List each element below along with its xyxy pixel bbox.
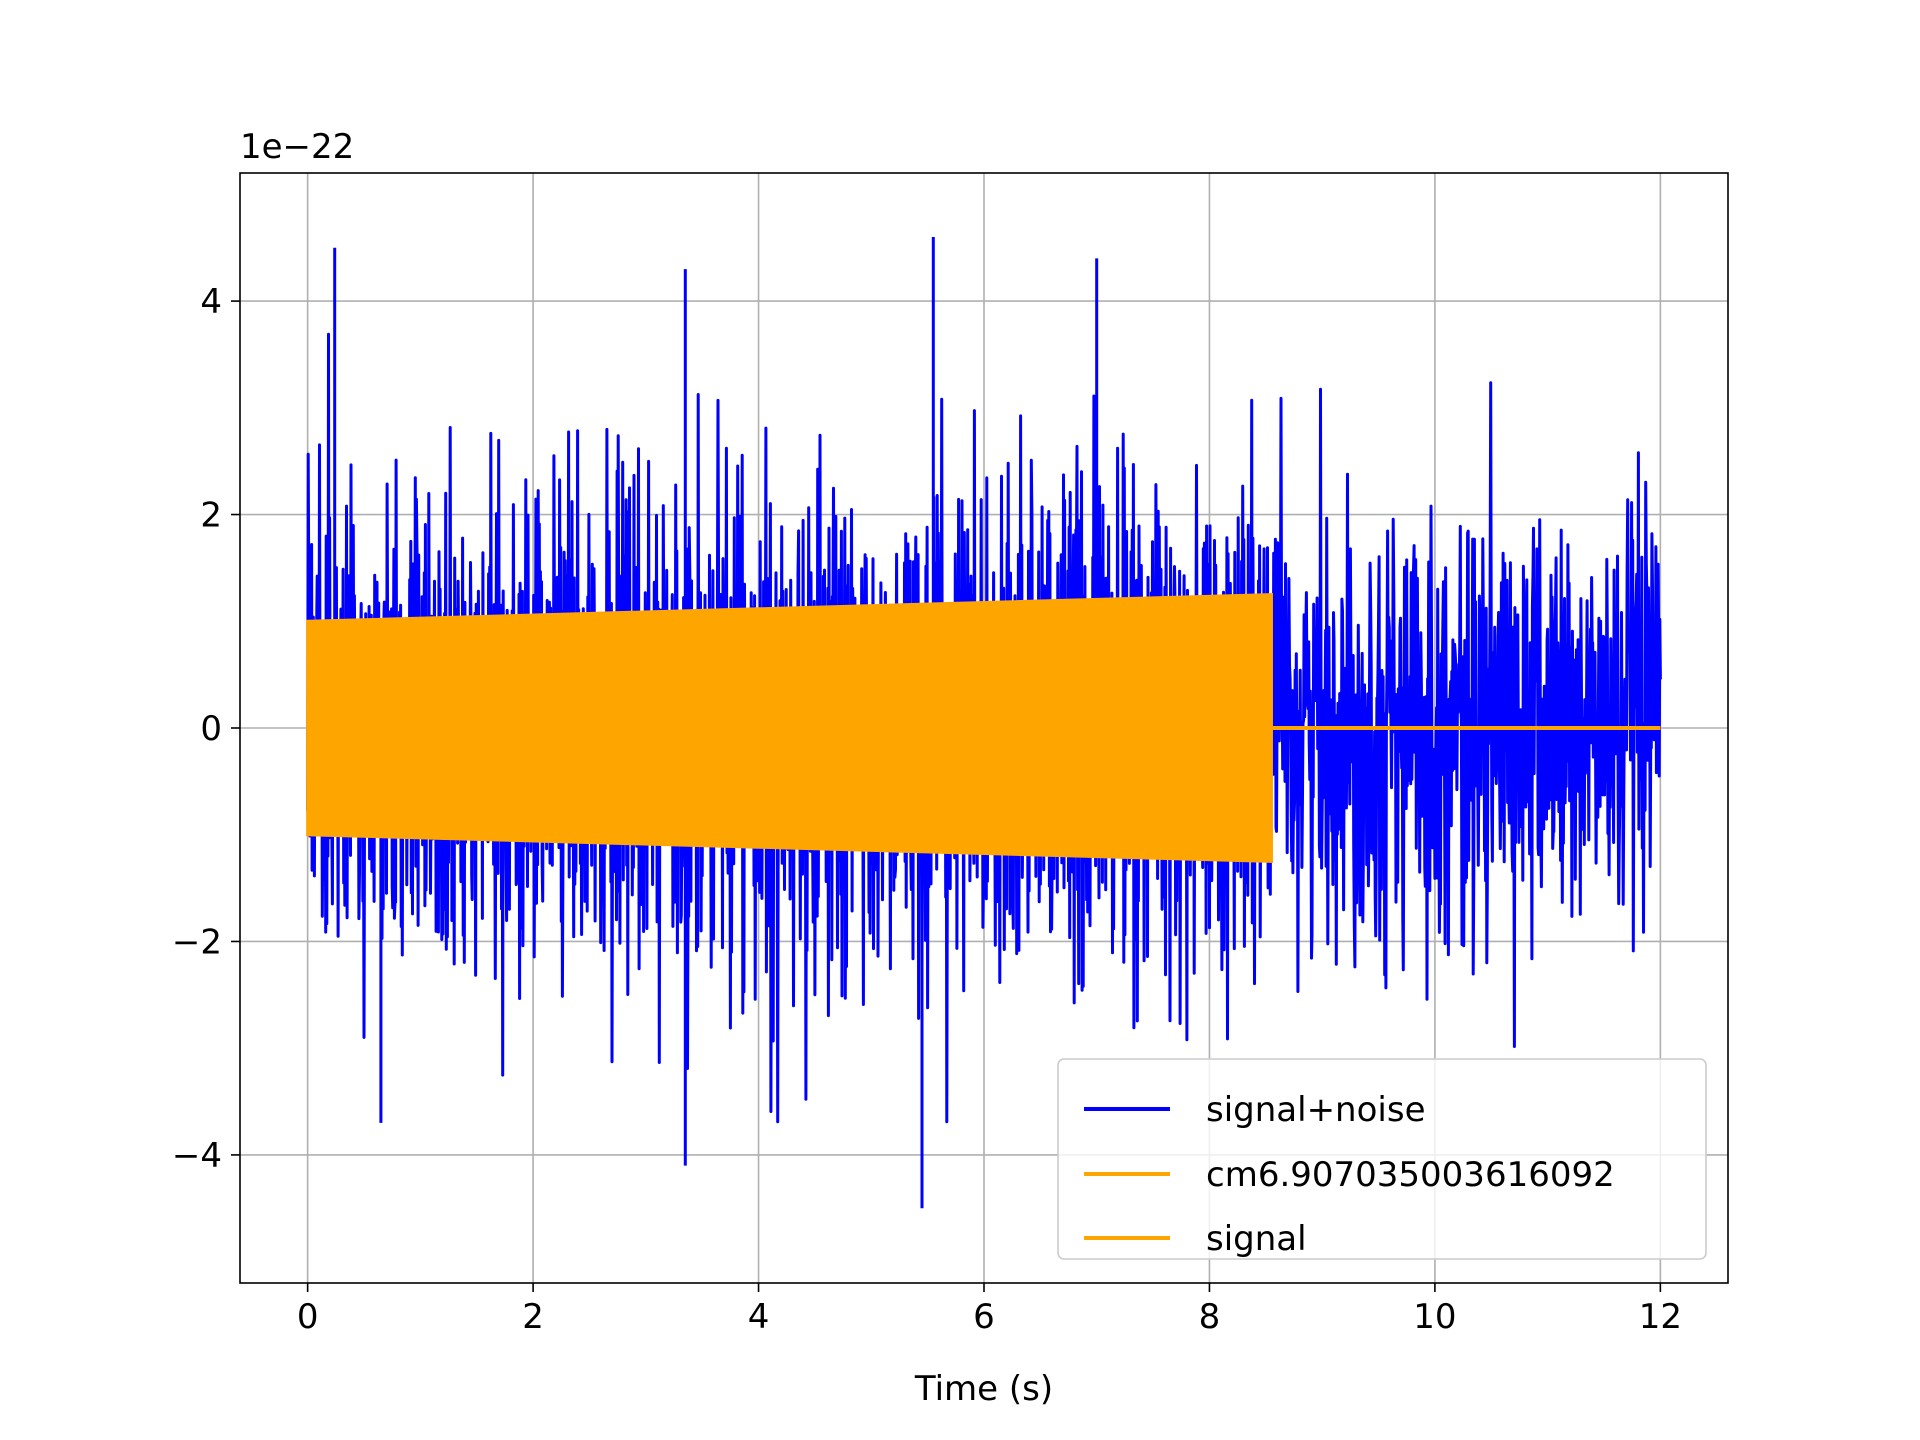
- plot-area: [306, 237, 1662, 1209]
- x-tick-label: 2: [522, 1297, 544, 1337]
- legend-box: [1057, 1058, 1707, 1260]
- x-tick-label: 6: [973, 1297, 995, 1337]
- y-tick-label: 4: [200, 282, 222, 322]
- legend-label: signal: [1206, 1219, 1307, 1259]
- legend-label: signal+noise: [1206, 1090, 1426, 1130]
- x-tick-label: 8: [1199, 1297, 1221, 1337]
- x-tick-label: 0: [297, 1297, 319, 1337]
- y-tick-label: 0: [200, 709, 222, 749]
- series-cm-chirp: [306, 593, 1273, 863]
- legend: signal+noise cm6.907035003616092 signal: [1057, 1058, 1707, 1260]
- legend-label: cm6.907035003616092: [1206, 1155, 1615, 1195]
- y-tick-label: −2: [172, 922, 222, 962]
- x-axis-label: Time (s): [914, 1369, 1053, 1409]
- ticks: 0 2 4 6 8 10 12 −4 −2 0 2 4: [172, 282, 1682, 1337]
- y-offset-text: 1e−22: [240, 127, 354, 167]
- y-tick-label: −4: [172, 1136, 222, 1176]
- y-tick-label: 2: [200, 496, 222, 536]
- x-tick-label: 4: [748, 1297, 770, 1337]
- x-tick-label: 10: [1413, 1297, 1456, 1337]
- x-tick-label: 12: [1639, 1297, 1682, 1337]
